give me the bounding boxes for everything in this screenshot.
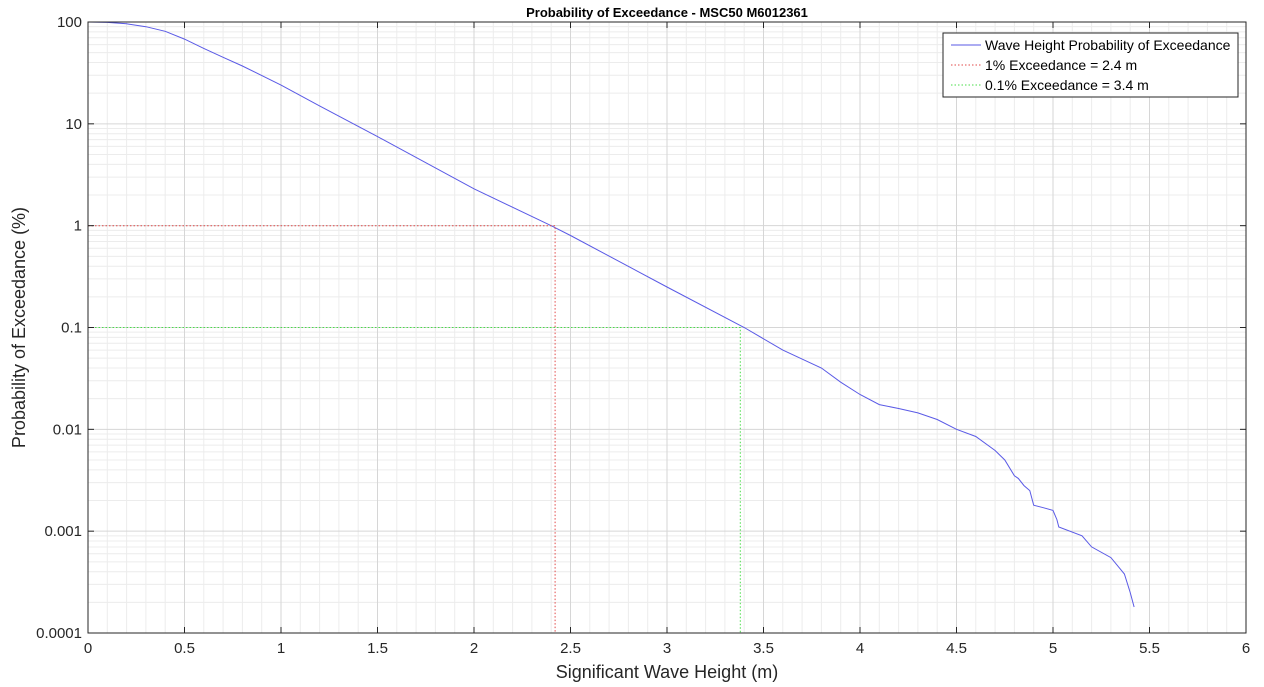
legend-box [942, 32, 1239, 98]
x-tick-label: 3 [663, 640, 671, 657]
y-axis-label: Probability of Exceedance (%) [9, 207, 29, 448]
grid [87, 21, 1247, 634]
y-tick-label: 0.1 [61, 320, 82, 337]
x-tick-label: 1 [277, 640, 285, 657]
legend-label: 0.1% Exceedance = 3.4 m [985, 77, 1149, 93]
y-tick-label: 0.0001 [36, 625, 82, 642]
y-tick-label: 10 [65, 116, 82, 133]
x-tick-label: 4.5 [946, 640, 967, 657]
chart-title: Probability of Exceedance - MSC50 M60123… [526, 5, 808, 20]
x-tick-label: 1.5 [367, 640, 388, 657]
legend-label: Wave Height Probability of Exceedance [985, 37, 1231, 53]
x-tick-label: 0 [84, 640, 92, 657]
series-layer [87, 21, 1135, 633]
x-tick-label: 3.5 [753, 640, 774, 657]
y-tick-label: 100 [57, 14, 82, 31]
x-tick-label: 2 [470, 640, 478, 657]
legend: Wave Height Probability of Exceedance 1% … [942, 32, 1239, 98]
x-axis-label: Significant Wave Height (m) [556, 662, 778, 682]
y-tick-label: 1 [74, 218, 82, 235]
x-tick-label: 4 [856, 640, 864, 657]
exceedance-curve [87, 21, 1135, 608]
x-tick-label: 0.5 [174, 640, 195, 657]
ticks: 0 0.5 1 1.5 2 2.5 3 3.5 4 4.5 5 5.5 6 0.0001 0.001 0.01… [36, 14, 1250, 657]
x-tick-label: 6 [1242, 640, 1250, 657]
legend-label: 1% Exceedance = 2.4 m [985, 57, 1137, 73]
y-tick-label: 0.01 [53, 421, 82, 438]
x-tick-label: 5.5 [1139, 640, 1160, 657]
x-tick-label: 2.5 [560, 640, 581, 657]
x-tick-label: 5 [1049, 640, 1057, 657]
threshold-line-1 [88, 225, 556, 633]
threshold-line-2 [88, 327, 741, 633]
y-tick-label: 0.001 [44, 523, 82, 540]
